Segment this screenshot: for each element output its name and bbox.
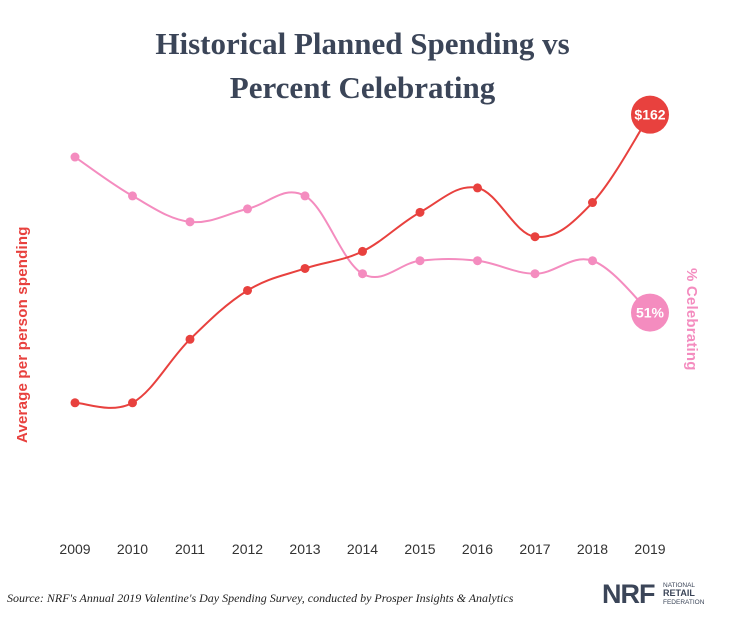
data-point-celebrating-2012 [243, 204, 252, 214]
nrf-logo: NRF NATIONAL RETAIL FEDERATION [602, 579, 705, 609]
x-tick-label-2017: 2017 [519, 541, 550, 557]
y-axis-label-spending: Average per person spending [14, 226, 31, 443]
x-tick-label-2019: 2019 [634, 541, 665, 557]
x-tick-label-2014: 2014 [347, 541, 378, 557]
y-axis-label-celebrating: % Celebrating [683, 268, 700, 371]
end-label-celebrating: 51% [631, 293, 669, 332]
series-layer [70, 114, 651, 409]
data-point-celebrating-2010 [128, 191, 137, 201]
end-marker-spending [631, 95, 669, 134]
data-point-spending-2010 [128, 398, 137, 408]
end-marker-celebrating [631, 293, 669, 332]
data-point-celebrating-2017 [530, 269, 540, 279]
nrf-logo-tagline-2: RETAIL [663, 588, 695, 598]
data-point-celebrating-2016 [473, 256, 482, 266]
nrf-logo-tagline-3: FEDERATION [663, 599, 705, 606]
series-spending [70, 114, 651, 409]
data-point-celebrating-2018 [588, 256, 597, 266]
nrf-logo-text: NRF [602, 579, 655, 609]
data-point-spending-2018 [588, 198, 597, 208]
x-tick-label-2018: 2018 [577, 541, 608, 557]
x-tick-label-2015: 2015 [404, 541, 435, 557]
end-label-spending: $162 [631, 95, 669, 134]
nrf-logo-tagline-1: NATIONAL [663, 582, 695, 589]
data-point-spending-2017 [530, 232, 540, 242]
series-celebrating [70, 152, 651, 314]
data-point-celebrating-2014 [358, 269, 367, 279]
x-tick-label-2010: 2010 [117, 541, 148, 557]
data-point-spending-2016 [473, 183, 482, 193]
x-tick-label-2012: 2012 [232, 541, 263, 557]
chart-title-line-1: Historical Planned Spending vs [155, 26, 570, 61]
data-point-celebrating-2015 [415, 256, 425, 266]
data-point-celebrating-2009 [70, 152, 80, 162]
chart-title-line-2: Percent Celebrating [229, 70, 496, 105]
end-label-text-celebrating: 51% [636, 305, 665, 321]
data-point-celebrating-2013 [300, 191, 310, 201]
chart-title: Historical Planned Spending vs Percent C… [0, 22, 725, 110]
end-label-text-spending: $162 [634, 107, 665, 123]
x-tick-label-2016: 2016 [462, 541, 493, 557]
source-note: Source: NRF's Annual 2019 Valentine's Da… [7, 591, 514, 605]
series-line-celebrating [74, 156, 651, 314]
data-point-spending-2015 [415, 207, 425, 217]
data-point-spending-2014 [358, 246, 367, 256]
data-point-spending-2009 [70, 398, 80, 408]
x-axis-ticks: 2009 2010 2011 2012 2013 2014 2015 2016 2017 2018… [59, 541, 665, 557]
x-tick-label-2009: 2009 [59, 541, 90, 557]
data-point-spending-2012 [243, 285, 252, 295]
x-tick-label-2011: 2011 [175, 541, 205, 557]
data-point-spending-2011 [185, 334, 195, 344]
data-point-spending-2013 [300, 263, 310, 273]
data-point-celebrating-2011 [185, 217, 195, 227]
end-labels: 51% $162 [631, 95, 669, 332]
x-tick-label-2013: 2013 [289, 541, 320, 557]
series-line-spending [74, 114, 651, 409]
